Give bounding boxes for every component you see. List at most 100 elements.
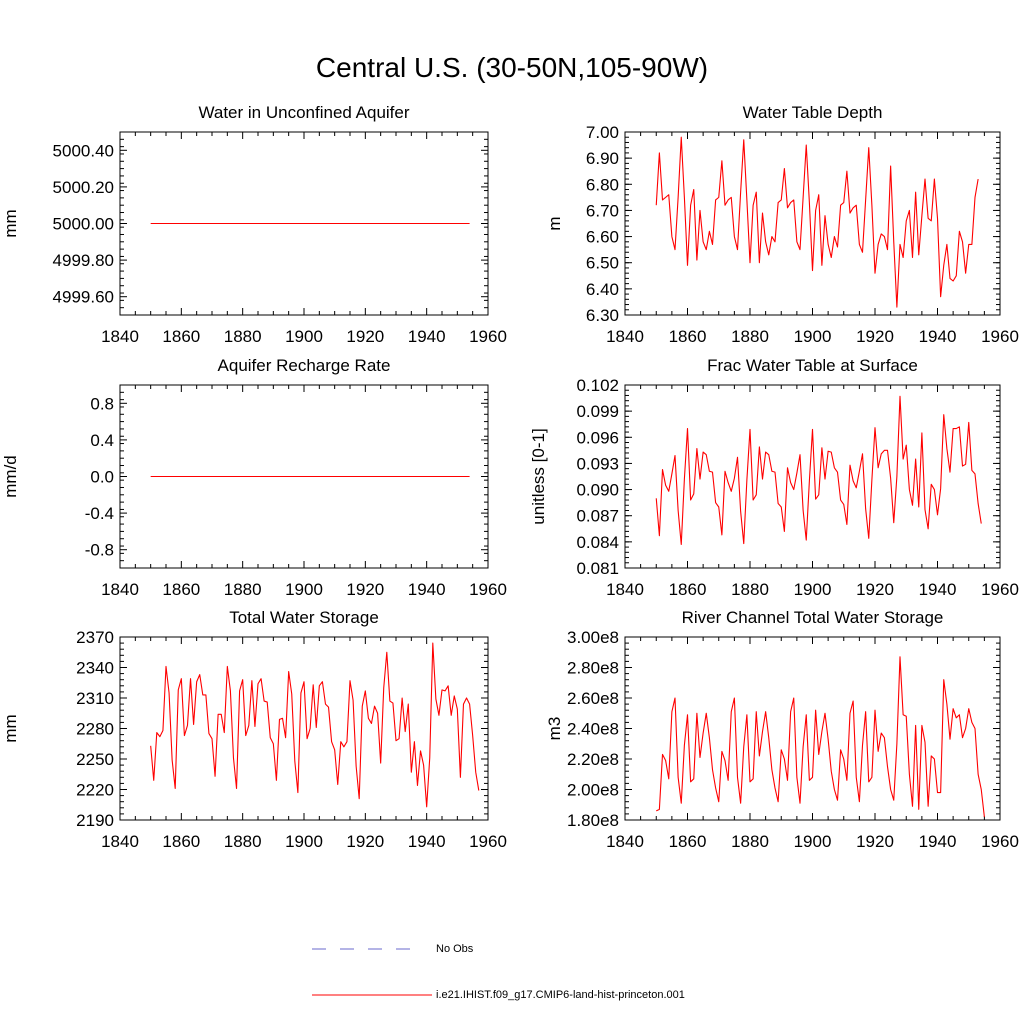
x-tick-label: 1960 (981, 580, 1019, 599)
plot-frame (624, 636, 1001, 821)
legend-lines (312, 948, 432, 996)
main-title: Central U.S. (30-50N,105-90W) (315, 52, 709, 83)
y-axis-label: m (545, 216, 564, 230)
x-tick-label: 1920 (346, 832, 384, 851)
x-tick-label: 1860 (162, 832, 200, 851)
y-tick-label: 0.0 (90, 468, 114, 487)
y-tick-label: 6.30 (586, 306, 619, 325)
y-tick-label: 0.102 (576, 376, 619, 395)
panel-total-water-storage: Total Water Storage 1840 1860 1880 1900 1920 1… (1, 608, 507, 851)
x-tick-label: 1920 (856, 327, 894, 346)
x-tick-label: 1880 (731, 832, 769, 851)
x-tick-label: 1900 (794, 327, 832, 346)
y-tick-label: 6.50 (586, 254, 619, 273)
x-tick-label: 1840 (101, 327, 139, 346)
x-tick-label: 1880 (224, 832, 262, 851)
x-tick-label: 1900 (794, 580, 832, 599)
x-tick-label: 1940 (919, 580, 957, 599)
panel-title: Water in Unconfined Aquifer (198, 103, 409, 122)
y-tick-label: 2370 (76, 628, 114, 647)
y-tick-label: 2.20e8 (567, 750, 619, 769)
panel-title: Total Water Storage (229, 608, 379, 627)
panel-recharge-rate: Aquifer Recharge Rate 1840 1860 1880 1900 192… (1, 356, 507, 599)
panels: Water in Unconfined Aquifer 1840 1860 1880 1… (1, 103, 1019, 851)
x-tick-label: 1920 (856, 580, 894, 599)
y-tick-label: 0.8 (90, 394, 114, 413)
x-tick-label: 1900 (794, 832, 832, 851)
y-axis-label: mm/d (1, 455, 20, 498)
series-line (655, 395, 982, 546)
y-tick-label: 2.80e8 (567, 659, 619, 678)
y-tick-label: -0.8 (85, 541, 114, 560)
x-tick-label: 1880 (731, 327, 769, 346)
series-line (656, 656, 985, 818)
x-tick-label: 1860 (162, 327, 200, 346)
y-tick-label: 2190 (76, 811, 114, 830)
series-line (655, 136, 979, 308)
panel-river-channel-storage: River Channel Total Water Storage 1840 186… (545, 608, 1019, 851)
x-tick-label: 1960 (981, 327, 1019, 346)
y-tick-label: 7.00 (586, 123, 619, 142)
x-tick-label: 1860 (162, 580, 200, 599)
panel-frac-water-table: Frac Water Table at Surface 1840 1860 1880 1… (529, 356, 1019, 599)
x-tick-label: 1860 (669, 580, 707, 599)
y-tick-label: 0.096 (576, 428, 619, 447)
y-tick-label: 0.093 (576, 454, 619, 473)
x-tick-label: 1960 (469, 327, 507, 346)
panel-water-table-depth: Water Table Depth 1840 1860 1880 1900 1920 194… (545, 103, 1019, 346)
x-tick-label: 1840 (606, 832, 644, 851)
x-tick-label: 1940 (408, 832, 446, 851)
y-tick-label: 0.084 (576, 533, 619, 552)
x-tick-label: 1960 (981, 832, 1019, 851)
y-axis-label: mm (1, 714, 20, 742)
y-tick-label: 2280 (76, 720, 114, 739)
y-tick-label: 5000.00 (53, 215, 114, 234)
y-tick-label: 2310 (76, 689, 114, 708)
y-tick-label: 5000.20 (53, 178, 114, 197)
x-tick-label: 1940 (919, 832, 957, 851)
x-tick-label: 1940 (408, 327, 446, 346)
y-tick-label: 0.099 (576, 402, 619, 421)
y-tick-label: 0.081 (576, 559, 619, 578)
y-tick-label: 6.60 (586, 228, 619, 247)
y-tick-label: 6.70 (586, 201, 619, 220)
y-tick-label: 0.4 (90, 431, 114, 450)
x-tick-label: 1900 (285, 832, 323, 851)
y-axis-label: mm (1, 209, 20, 237)
x-tick-label: 1960 (469, 832, 507, 851)
y-tick-label: -0.4 (85, 504, 114, 523)
x-tick-label: 1940 (408, 580, 446, 599)
y-tick-label: 0.087 (576, 507, 619, 526)
x-tick-label: 1920 (856, 832, 894, 851)
y-tick-label: 2.40e8 (567, 720, 619, 739)
y-tick-label: 6.80 (586, 175, 619, 194)
panel-title: River Channel Total Water Storage (682, 608, 944, 627)
y-tick-label: 5000.40 (53, 141, 114, 160)
x-tick-label: 1840 (101, 832, 139, 851)
x-tick-label: 1840 (101, 580, 139, 599)
y-tick-label: 1.80e8 (567, 811, 619, 830)
y-tick-label: 2340 (76, 659, 114, 678)
x-tick-label: 1880 (731, 580, 769, 599)
x-tick-label: 1860 (669, 832, 707, 851)
y-axis-label: unitless [0-1] (529, 428, 548, 524)
x-tick-label: 1840 (606, 327, 644, 346)
panel-title: Water Table Depth (743, 103, 883, 122)
x-tick-label: 1920 (346, 580, 384, 599)
x-tick-label: 1880 (224, 327, 262, 346)
x-tick-label: 1960 (469, 580, 507, 599)
x-tick-label: 1860 (669, 327, 707, 346)
panel-title: Frac Water Table at Surface (707, 356, 918, 375)
y-tick-label: 2.00e8 (567, 781, 619, 800)
panel-title: Aquifer Recharge Rate (218, 356, 391, 375)
x-tick-label: 1920 (346, 327, 384, 346)
y-tick-label: 2.60e8 (567, 689, 619, 708)
y-tick-label: 4999.80 (53, 251, 114, 270)
y-tick-label: 6.40 (586, 280, 619, 299)
y-tick-label: 2220 (76, 781, 114, 800)
plot-frame (624, 131, 1001, 316)
plot-frame (119, 636, 489, 821)
x-tick-label: 1840 (606, 580, 644, 599)
y-tick-label: 2250 (76, 750, 114, 769)
x-tick-label: 1940 (919, 327, 957, 346)
